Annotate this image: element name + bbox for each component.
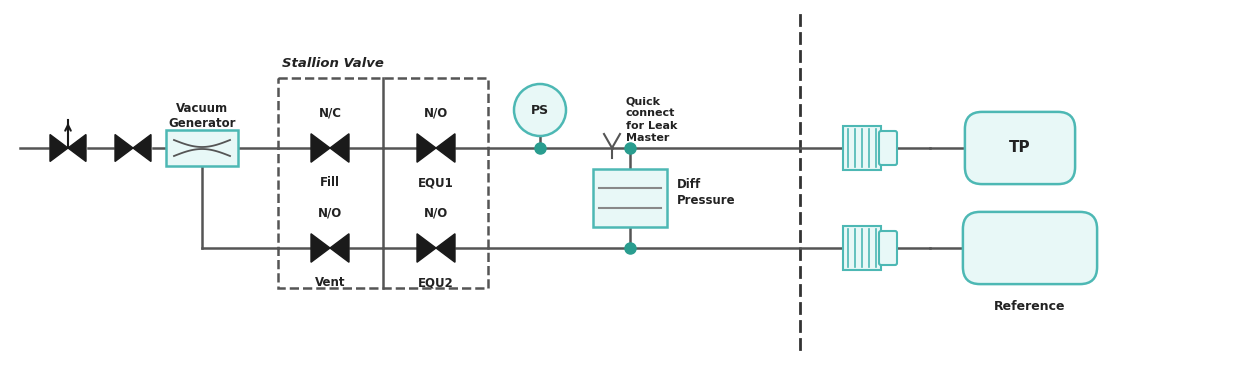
Polygon shape	[115, 135, 133, 161]
FancyBboxPatch shape	[879, 231, 896, 265]
Polygon shape	[50, 135, 68, 161]
Bar	[843, 226, 881, 270]
Polygon shape	[330, 134, 349, 162]
FancyBboxPatch shape	[593, 169, 667, 227]
Bar	[278, 78, 488, 288]
Polygon shape	[133, 135, 151, 161]
Text: Vacuum
Generator: Vacuum Generator	[168, 102, 235, 130]
Text: EQU1: EQU1	[418, 176, 454, 189]
Bar	[843, 126, 881, 170]
Text: N/O: N/O	[423, 107, 448, 120]
Polygon shape	[436, 134, 454, 162]
Polygon shape	[436, 234, 454, 262]
Text: Fill: Fill	[320, 176, 340, 189]
Text: Stallion Valve: Stallion Valve	[283, 57, 383, 70]
Text: N/O: N/O	[423, 207, 448, 220]
Polygon shape	[68, 135, 86, 161]
Text: N/C: N/C	[319, 107, 341, 120]
Text: Reference: Reference	[995, 300, 1066, 313]
FancyBboxPatch shape	[166, 130, 238, 166]
Text: TP: TP	[1010, 141, 1031, 155]
Text: PS: PS	[530, 103, 549, 116]
Polygon shape	[417, 134, 436, 162]
Polygon shape	[311, 134, 330, 162]
Polygon shape	[417, 234, 436, 262]
Text: Quick
connect
for Leak
Master: Quick connect for Leak Master	[626, 96, 677, 143]
FancyBboxPatch shape	[965, 112, 1076, 184]
Text: Diff
Pressure: Diff Pressure	[677, 179, 736, 208]
Text: N/O: N/O	[317, 207, 342, 220]
FancyBboxPatch shape	[962, 212, 1097, 284]
Circle shape	[514, 84, 566, 136]
FancyBboxPatch shape	[879, 131, 896, 165]
Polygon shape	[330, 234, 349, 262]
Text: EQU2: EQU2	[418, 276, 454, 289]
Text: Vent: Vent	[315, 276, 345, 289]
Polygon shape	[311, 234, 330, 262]
